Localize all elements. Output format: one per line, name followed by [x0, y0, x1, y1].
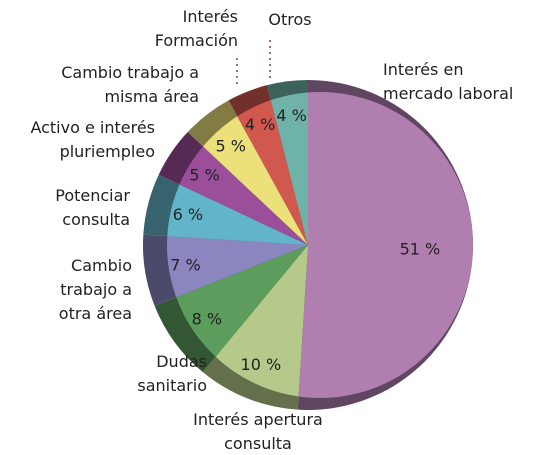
label-line: Otros: [268, 10, 311, 29]
label-line: trabajo a: [60, 280, 132, 299]
value-label: 4 %: [276, 106, 306, 125]
label-line: otra área: [59, 304, 132, 323]
category-label: Otros: [268, 10, 311, 29]
category-label: Interés en mercado laboral: [383, 60, 513, 103]
value-label: 5 %: [189, 166, 219, 185]
value-label: 6 %: [173, 205, 203, 224]
label-line: Cambio trabajo a: [61, 63, 199, 82]
category-label: Cambio trabajo a otra área: [59, 256, 132, 323]
value-label: 8 %: [192, 309, 222, 328]
value-label: 51 %: [400, 240, 441, 259]
category-label: Activo e interés pluriempleo: [30, 118, 155, 161]
label-line: Interés en: [383, 60, 463, 79]
label-line: Interés: [183, 7, 238, 26]
label-line: sanitario: [137, 376, 207, 395]
value-label: 10 %: [241, 355, 282, 374]
label-line: Activo e interés: [30, 118, 155, 137]
category-label: Dudas sanitario: [137, 352, 207, 395]
value-label: 7 %: [170, 255, 200, 274]
label-line: consulta: [224, 434, 292, 453]
category-label: Potenciar consulta: [55, 186, 130, 229]
label-line: Dudas: [156, 352, 207, 371]
value-label: 5 %: [216, 136, 246, 155]
category-label: Cambio trabajo a misma área: [61, 63, 199, 106]
label-line: Cambio: [71, 256, 132, 275]
label-line: mercado laboral: [383, 84, 513, 103]
slice-face: [297, 92, 473, 398]
label-line: consulta: [62, 210, 130, 229]
slice-face: [187, 100, 308, 246]
category-label: Interés apertura consulta: [193, 410, 323, 453]
category-label: Interés Formación: [155, 7, 238, 50]
label-line: misma área: [104, 87, 199, 106]
slice-face: [167, 245, 308, 373]
value-label: 4 %: [245, 115, 275, 134]
label-line: Potenciar: [55, 186, 130, 205]
label-line: Formación: [155, 31, 238, 50]
label-line: pluriempleo: [60, 142, 155, 161]
label-line: Interés apertura: [193, 410, 323, 429]
